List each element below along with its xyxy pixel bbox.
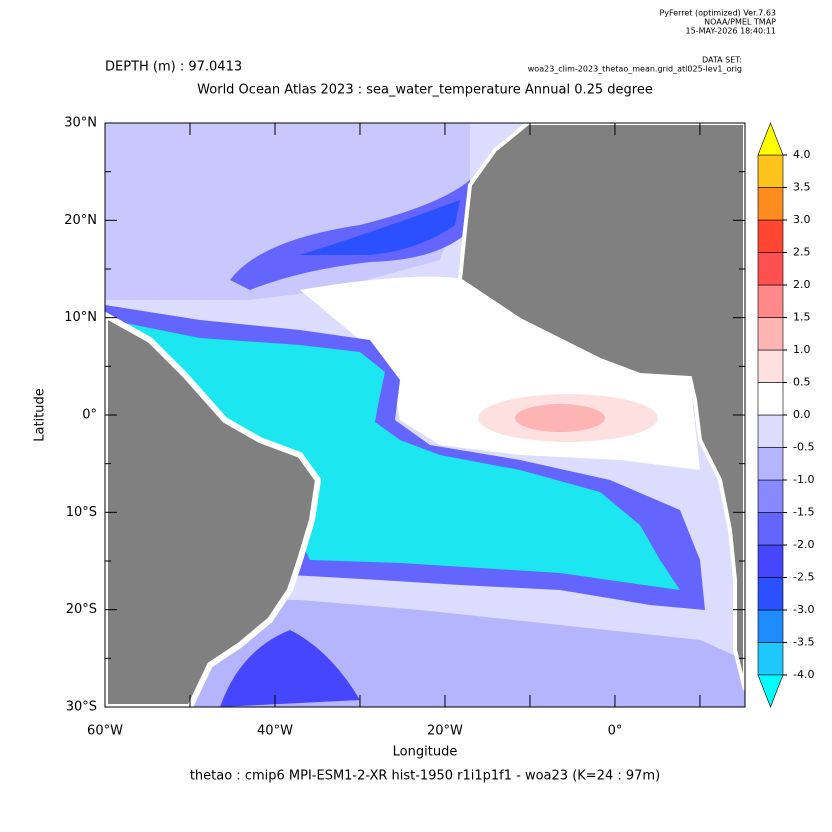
- field-warm-core: [515, 404, 605, 432]
- colorbar-label: 2.5: [793, 246, 811, 259]
- colorbar-label: -2.0: [793, 538, 814, 551]
- colorbar-box: [757, 284, 784, 318]
- colorbar-box: [757, 154, 784, 188]
- colorbar-label: -3.0: [793, 603, 814, 616]
- field: [105, 123, 745, 707]
- y-tick-label: 10°S: [66, 505, 97, 520]
- colorbar-box: [757, 349, 784, 383]
- colorbar-box: [757, 317, 784, 351]
- colorbar-label: 4.0: [793, 148, 811, 161]
- dataset-info: woa23_clim-2023_thetao_mean.grid_atl025-…: [528, 65, 742, 74]
- y-tick-label: 10°N: [64, 310, 97, 325]
- colorbar-box: [757, 642, 784, 676]
- x-tick-label: 60°W: [87, 724, 123, 739]
- depth-label: DEPTH (m) : 97.0413: [105, 60, 242, 75]
- colorbar-box: [757, 447, 784, 481]
- field-cold-core: [110, 320, 680, 590]
- colorbar-box: [757, 219, 784, 253]
- colorbar-label: 0.5: [793, 376, 811, 389]
- footer: thetao : cmip6 MPI-ESM1-2-XR hist-1950 r…: [190, 769, 660, 784]
- x-tick-label: 40°W: [257, 724, 293, 739]
- colorbar-label: -1.5: [793, 506, 814, 519]
- colorbar-box: [757, 479, 784, 513]
- dataset-info: DATA SET:: [702, 56, 742, 65]
- program-info: NOAA/PMEL TMAP: [704, 18, 776, 27]
- colorbar-box: [757, 512, 784, 546]
- x-tick-label: 0°: [608, 724, 623, 739]
- colorbar-label: -1.0: [793, 473, 814, 486]
- program-info: PyFerret (optimized) Ver.7.63: [659, 9, 776, 18]
- colorbar-box: [757, 609, 784, 643]
- colorbar-box: [757, 382, 784, 416]
- y-axis-label: Latitude: [33, 388, 48, 442]
- colorbar-box: [757, 544, 784, 578]
- x-axis-label: Longitude: [393, 745, 458, 760]
- land-south-america: [105, 311, 322, 707]
- field-south-core: [220, 630, 360, 707]
- y-tick-label: 30°N: [64, 116, 97, 131]
- field-north-core: [230, 180, 470, 290]
- colorbar-box: [757, 414, 784, 448]
- field-north-core: [300, 200, 460, 255]
- land-africa: [457, 123, 745, 691]
- colorbar-label: 1.0: [793, 343, 811, 356]
- y-tick-label: 20°S: [66, 602, 97, 617]
- colorbar-label: 0.0: [793, 408, 811, 421]
- y-tick-label: 30°S: [66, 700, 97, 715]
- colorbar-label: -4.0: [793, 668, 814, 681]
- chart-title: World Ocean Atlas 2023 : sea_water_tempe…: [197, 83, 653, 98]
- colorbar-box: [757, 187, 784, 221]
- y-tick-label: 20°N: [64, 213, 97, 228]
- colorbar-label: 3.5: [793, 181, 811, 194]
- colorbar-box: [757, 252, 784, 286]
- colorbar-over: [757, 122, 784, 156]
- colorbar-label: -3.5: [793, 636, 814, 649]
- colorbar-label: 1.5: [793, 311, 811, 324]
- colorbar-label: 2.0: [793, 278, 811, 291]
- colorbar-label: 3.0: [793, 213, 811, 226]
- colorbar-box: [757, 577, 784, 611]
- x-tick-label: 20°W: [427, 724, 463, 739]
- program-info: 15-MAY-2026 18:40:11: [686, 27, 776, 36]
- colorbar-label: -2.5: [793, 571, 814, 584]
- colorbar-under: [757, 674, 784, 708]
- y-tick-label: 0°: [82, 408, 97, 423]
- colorbar-label: -0.5: [793, 441, 814, 454]
